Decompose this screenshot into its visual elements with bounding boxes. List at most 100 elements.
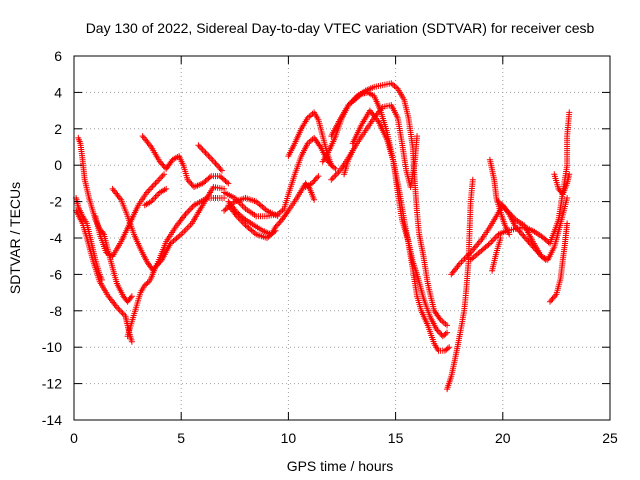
data-point — [163, 185, 170, 192]
data-point-markers — [176, 153, 186, 167]
data-point-markers — [504, 207, 518, 222]
data-point-markers — [375, 118, 390, 141]
data-point-markers — [253, 231, 269, 241]
data-point-markers — [251, 222, 264, 233]
data-point-markers — [163, 224, 179, 245]
data-points-layer — [73, 80, 573, 393]
data-point-markers — [242, 216, 256, 228]
series-track-t — [341, 147, 356, 178]
data-point — [564, 194, 571, 201]
data-point-markers — [559, 182, 570, 198]
series-track-aa — [547, 220, 571, 305]
data-point-markers — [191, 181, 204, 190]
y-tick-label: -2 — [50, 194, 63, 210]
data-point-markers — [328, 162, 338, 171]
data-point-markers — [152, 172, 166, 187]
data-point-markers — [456, 251, 473, 267]
data-point-markers — [242, 222, 258, 237]
data-point-markers — [388, 102, 400, 120]
data-point — [497, 235, 504, 241]
data-point-markers — [315, 116, 326, 137]
data-point — [446, 344, 453, 351]
data-point-markers — [420, 295, 433, 318]
data-point-markers — [448, 262, 462, 278]
series-track-f — [109, 185, 228, 274]
data-point-markers — [424, 280, 437, 312]
data-point — [311, 196, 318, 203]
data-point-markers — [407, 160, 418, 190]
data-point-markers — [431, 307, 443, 322]
data-point-markers — [291, 127, 304, 147]
data-point-markers — [133, 291, 143, 311]
series-track-o — [319, 89, 451, 340]
data-point-markers — [180, 162, 190, 181]
data-point-markers — [538, 233, 552, 246]
data-point-markers — [128, 306, 139, 325]
y-tick-label: 2 — [54, 121, 62, 137]
series-track-e — [92, 171, 168, 260]
data-point-markers — [444, 375, 454, 393]
data-point-markers — [521, 222, 535, 243]
data-point-markers — [547, 292, 559, 305]
x-axis-label: GPS time / hours — [287, 458, 394, 474]
data-point-markers — [135, 191, 149, 209]
data-point-markers — [326, 134, 338, 154]
data-point-markers — [551, 222, 564, 251]
data-point — [469, 176, 476, 183]
data-point-markers — [253, 198, 269, 213]
data-point-markers — [264, 207, 279, 219]
data-point-markers — [493, 237, 503, 256]
data-point-markers — [124, 213, 137, 236]
data-point-markers — [328, 118, 342, 140]
data-point-markers — [306, 185, 317, 201]
data-point-markers — [221, 189, 236, 201]
data-point-markers — [148, 144, 162, 163]
data-point-markers — [137, 245, 149, 263]
data-point — [414, 133, 421, 140]
data-point-markers — [92, 213, 103, 236]
data-point-markers — [467, 249, 483, 263]
data-point-markers — [233, 213, 248, 227]
data-point-markers — [79, 220, 90, 239]
data-point-markers — [309, 174, 321, 187]
data-point — [566, 171, 573, 178]
data-point-markers — [437, 316, 449, 327]
data-point-markers — [96, 278, 111, 298]
series-track-x — [486, 156, 513, 238]
data-point-markers — [105, 293, 119, 309]
data-point-markers — [414, 293, 424, 312]
x-tick-label: 0 — [70, 430, 78, 446]
data-point-markers — [156, 186, 168, 196]
data-point-markers — [431, 340, 441, 352]
y-tick-label: 4 — [54, 84, 62, 100]
data-point-markers — [401, 216, 412, 245]
data-point-markers — [435, 347, 446, 354]
data-point-markers — [77, 140, 86, 161]
series-track-j — [225, 180, 318, 238]
y-tick-label: 0 — [54, 157, 62, 173]
data-point-markers — [298, 116, 310, 132]
data-point-markers — [486, 232, 501, 247]
x-tick-label: 15 — [388, 430, 404, 446]
data-point-markers — [401, 96, 411, 119]
data-point-markers — [547, 218, 561, 247]
data-point-markers — [405, 240, 416, 270]
data-point-markers — [405, 114, 416, 148]
data-point-markers — [538, 253, 548, 262]
y-tick-label: -4 — [50, 230, 63, 246]
data-point-markers — [512, 216, 526, 228]
data-point-markers — [124, 294, 134, 305]
y-tick-label: -8 — [50, 303, 63, 319]
data-point — [161, 171, 168, 178]
data-point-markers — [439, 330, 449, 340]
data-point-markers — [216, 173, 230, 186]
data-point-markers — [169, 154, 181, 163]
data-point-markers — [124, 320, 135, 340]
data-point-markers — [399, 140, 409, 172]
data-point-markers — [411, 135, 420, 165]
data-point-markers — [424, 322, 437, 345]
data-point-markers — [285, 142, 297, 160]
data-point-markers — [83, 235, 96, 263]
data-point-markers — [182, 203, 196, 218]
